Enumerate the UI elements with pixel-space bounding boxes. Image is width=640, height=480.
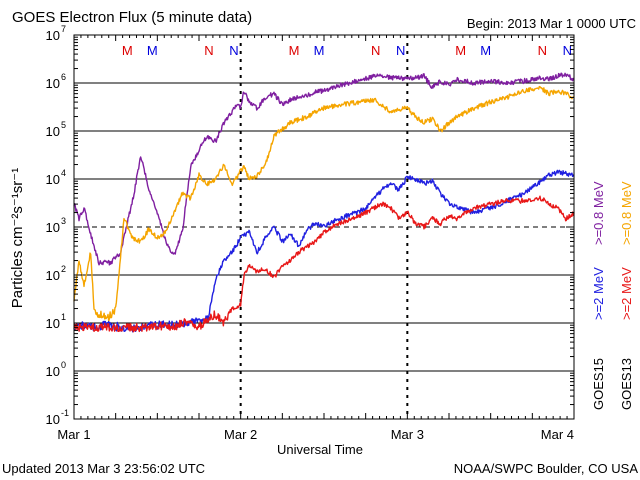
y-tick-label: 10	[46, 28, 60, 43]
y-tick-label: 10	[46, 124, 60, 139]
legend-goes15-label: GOES15	[591, 358, 606, 410]
x-axis-label: Universal Time	[277, 442, 363, 457]
position-marker: M	[314, 43, 325, 58]
legend-goes13-08mev: >=0.8 MeV	[619, 181, 634, 245]
y-tick-exponent: -1	[61, 408, 69, 418]
updated-timestamp: Updated 2013 Mar 3 23:56:02 UTC	[2, 461, 205, 476]
y-tick-label: 10	[46, 364, 60, 379]
x-tick-label: Mar 3	[391, 427, 424, 442]
y-tick-exponent: 0	[61, 360, 66, 370]
position-marker: N	[563, 43, 572, 58]
legend-goes13-label: GOES13	[619, 358, 634, 410]
position-marker: M	[289, 43, 300, 58]
series-goes15-2-mev	[73, 169, 575, 333]
y-tick-label: 10	[46, 172, 60, 187]
legend-goes15-08mev: >=0.8 MeV	[591, 181, 606, 245]
series-goes13-2-mev	[73, 195, 575, 333]
y-tick-exponent: 7	[61, 24, 66, 34]
position-marker: M	[147, 43, 158, 58]
position-marker: M	[122, 43, 133, 58]
y-tick-exponent: 5	[61, 120, 66, 130]
x-tick-label: Mar 2	[224, 427, 257, 442]
position-marker: N	[396, 43, 405, 58]
position-marker: N	[371, 43, 380, 58]
position-marker: M	[455, 43, 466, 58]
position-marker: N	[538, 43, 547, 58]
y-tick-label: 10	[46, 268, 60, 283]
legend: GOES15 >=2 MeV >=0.8 MeV GOES13 >=2 MeV …	[591, 181, 634, 410]
gridlines	[74, 82, 574, 372]
position-marker: M	[480, 43, 491, 58]
chart-title: GOES Electron Flux (5 minute data)	[12, 9, 252, 26]
series-goes15-0-8-mev	[73, 72, 575, 266]
series-goes13-0-8-mev	[73, 85, 575, 322]
y-axis-label: Particles cm⁻²s⁻¹sr⁻¹	[9, 168, 26, 308]
y-tick-exponent: 4	[61, 168, 66, 178]
series-layer	[73, 72, 575, 333]
y-tick-exponent: 1	[61, 312, 66, 322]
position-marker: N	[229, 43, 238, 58]
y-tick-label: 10	[46, 412, 60, 427]
legend-goes13-2mev: >=2 MeV	[619, 267, 634, 320]
y-tick-exponent: 6	[61, 72, 66, 82]
y-tick-exponent: 3	[61, 216, 66, 226]
x-tick-label: Mar 4	[541, 427, 574, 442]
y-tick-label: 10	[46, 220, 60, 235]
x-tick-label: Mar 1	[57, 427, 90, 442]
y-tick-label: 10	[46, 76, 60, 91]
day-markers	[239, 35, 409, 419]
credit-label: NOAA/SWPC Boulder, CO USA	[454, 461, 639, 476]
begin-date-label: Begin: 2013 Mar 1 0000 UTC	[467, 16, 636, 31]
x-axis-ticks: Mar 1 Mar 2 Mar 3 Mar 4	[57, 35, 575, 442]
y-tick-exponent: 2	[61, 264, 66, 274]
legend-goes15-2mev: >=2 MeV	[591, 267, 606, 320]
y-tick-label: 10	[46, 316, 60, 331]
position-marker: N	[204, 43, 213, 58]
